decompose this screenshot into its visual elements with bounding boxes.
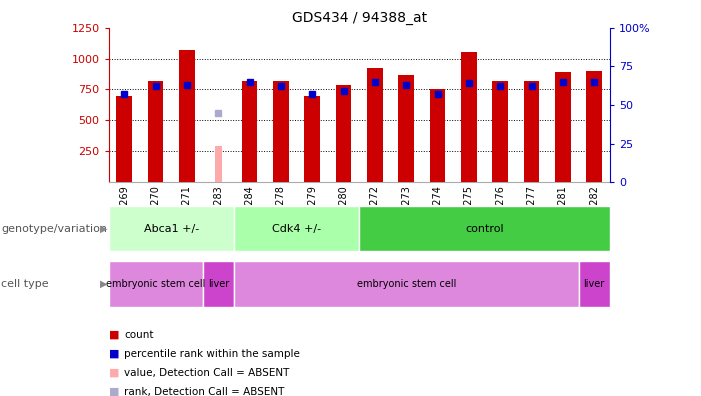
Bar [179, 50, 195, 182]
Text: value, Detection Call = ABSENT: value, Detection Call = ABSENT [124, 367, 290, 378]
Text: control: control [465, 224, 504, 234]
Text: ■: ■ [109, 367, 119, 378]
Bar [367, 69, 383, 182]
Text: percentile rank within the sample: percentile rank within the sample [124, 348, 300, 359]
Bar [586, 71, 602, 182]
Text: cell type: cell type [1, 279, 49, 289]
Text: ▶: ▶ [100, 224, 108, 234]
Bar [215, 147, 222, 182]
Text: Cdk4 +/-: Cdk4 +/- [272, 224, 321, 234]
Bar [336, 85, 351, 182]
Text: ■: ■ [109, 329, 119, 340]
Bar [304, 96, 320, 182]
Text: rank, Detection Call = ABSENT: rank, Detection Call = ABSENT [124, 386, 285, 396]
Bar [242, 81, 257, 182]
Bar [578, 261, 610, 307]
Text: Abca1 +/-: Abca1 +/- [144, 224, 199, 234]
Bar [273, 81, 289, 182]
Bar [430, 89, 445, 182]
Bar [109, 206, 234, 251]
Text: ■: ■ [109, 348, 119, 359]
Bar [234, 261, 578, 307]
Text: genotype/variation: genotype/variation [1, 224, 107, 234]
Text: liver: liver [207, 279, 229, 289]
Text: ■: ■ [109, 386, 119, 396]
Text: embryonic stem cell: embryonic stem cell [106, 279, 205, 289]
Title: GDS434 / 94388_at: GDS434 / 94388_at [292, 11, 427, 25]
Bar [148, 81, 163, 182]
Text: liver: liver [583, 279, 605, 289]
Text: count: count [124, 329, 154, 340]
Bar [234, 206, 360, 251]
Text: embryonic stem cell: embryonic stem cell [357, 279, 456, 289]
Bar [461, 52, 477, 182]
Bar [555, 72, 571, 182]
Bar [203, 261, 234, 307]
Bar [524, 81, 539, 182]
Bar [360, 206, 610, 251]
Text: ▶: ▶ [100, 279, 108, 289]
Bar [116, 96, 132, 182]
Bar [492, 81, 508, 182]
Bar [109, 261, 203, 307]
Bar [398, 75, 414, 182]
